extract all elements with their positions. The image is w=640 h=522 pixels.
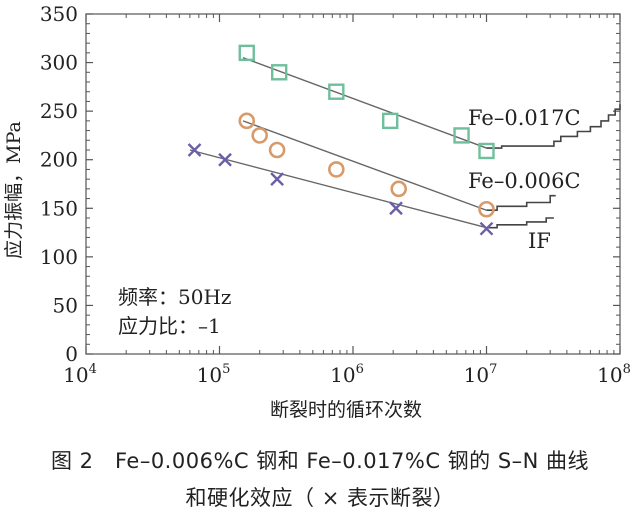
data-point-fe-0-006c <box>268 141 286 159</box>
cross-stroke <box>479 221 494 236</box>
annotation-frequency: 频率：50Hz <box>118 285 231 309</box>
data-point-ring <box>390 180 408 198</box>
x-tick-label: 107 <box>464 362 498 387</box>
y-tick-label: 150 <box>40 196 78 220</box>
runout-step-fe-0-006c <box>486 194 556 211</box>
x-tick-label: 108 <box>597 362 631 387</box>
data-point-fe-0-006c <box>390 180 408 198</box>
data-point-fe-0-006c <box>251 127 268 144</box>
x-tick-label: 104 <box>63 362 97 387</box>
figure-caption-line1: 图 2 Fe–0.006%C 钢和 Fe–0.017%C 钢的 S–N 曲线 <box>50 449 590 473</box>
data-point-if <box>389 201 403 216</box>
y-tick-label: 200 <box>40 148 78 172</box>
data-point-fe-0-006c <box>328 161 345 178</box>
data-point-if <box>218 152 232 167</box>
y-tick-label: 250 <box>40 99 78 123</box>
y-tick-label: 100 <box>40 245 78 269</box>
axis-ticks: 0 50 100 150 200 250 300 350 104 105 106 107 108 <box>40 2 631 387</box>
data-point-ring <box>328 161 345 178</box>
x-axis-title: 断裂时的循环次数 <box>270 399 422 421</box>
fit-line-fe-0-006c <box>242 120 487 211</box>
cross-stroke <box>187 143 202 157</box>
fit-lines <box>189 57 621 229</box>
data-point-if <box>270 172 284 186</box>
y-tick-label: 0 <box>65 342 78 366</box>
data-point-fe-0-017c <box>238 44 255 62</box>
runout-step-if <box>486 217 554 229</box>
data-point-if <box>187 143 202 157</box>
series-label-if: IF <box>528 229 551 253</box>
fit-line-if <box>189 149 487 229</box>
figure-caption-line2: 和硬化效应（ × 表示断裂） <box>185 486 455 510</box>
data-point-fe-0-017c <box>328 83 345 100</box>
data-point-ring <box>238 112 256 130</box>
data-point-fe-0-017c <box>453 127 470 144</box>
data-point-if <box>479 221 494 236</box>
data-point-ring <box>478 200 495 218</box>
data-point-fe-0-017c <box>270 64 288 81</box>
data-point-fe-0-017c <box>478 142 495 160</box>
series-label-fe-0017c: Fe–0.017C <box>468 106 581 130</box>
fit-line-fe-0-017c <box>242 57 487 149</box>
data-point-fe-0-006c <box>478 200 495 218</box>
y-tick-label: 50 <box>53 293 78 317</box>
runout-step-fe-0-017c <box>486 104 621 149</box>
y-tick-label: 350 <box>40 2 78 26</box>
data-point-fe-0-006c <box>238 112 256 130</box>
x-tick-label: 105 <box>197 362 231 387</box>
data-markers <box>187 44 495 236</box>
y-tick-label: 300 <box>40 51 78 75</box>
x-tick-label: 106 <box>330 362 364 387</box>
annotation-stress-ratio: 应力比：–1 <box>118 314 221 338</box>
data-point-ring <box>251 127 268 144</box>
data-point-ring <box>268 141 286 159</box>
cross-stroke <box>389 201 403 216</box>
cross-stroke <box>270 172 284 186</box>
y-axis-title: 应力振幅，MPa <box>3 121 25 259</box>
cross-stroke <box>218 152 232 167</box>
data-point-fe-0-017c <box>382 112 399 130</box>
series-label-fe-0006c: Fe–0.006C <box>468 169 581 193</box>
